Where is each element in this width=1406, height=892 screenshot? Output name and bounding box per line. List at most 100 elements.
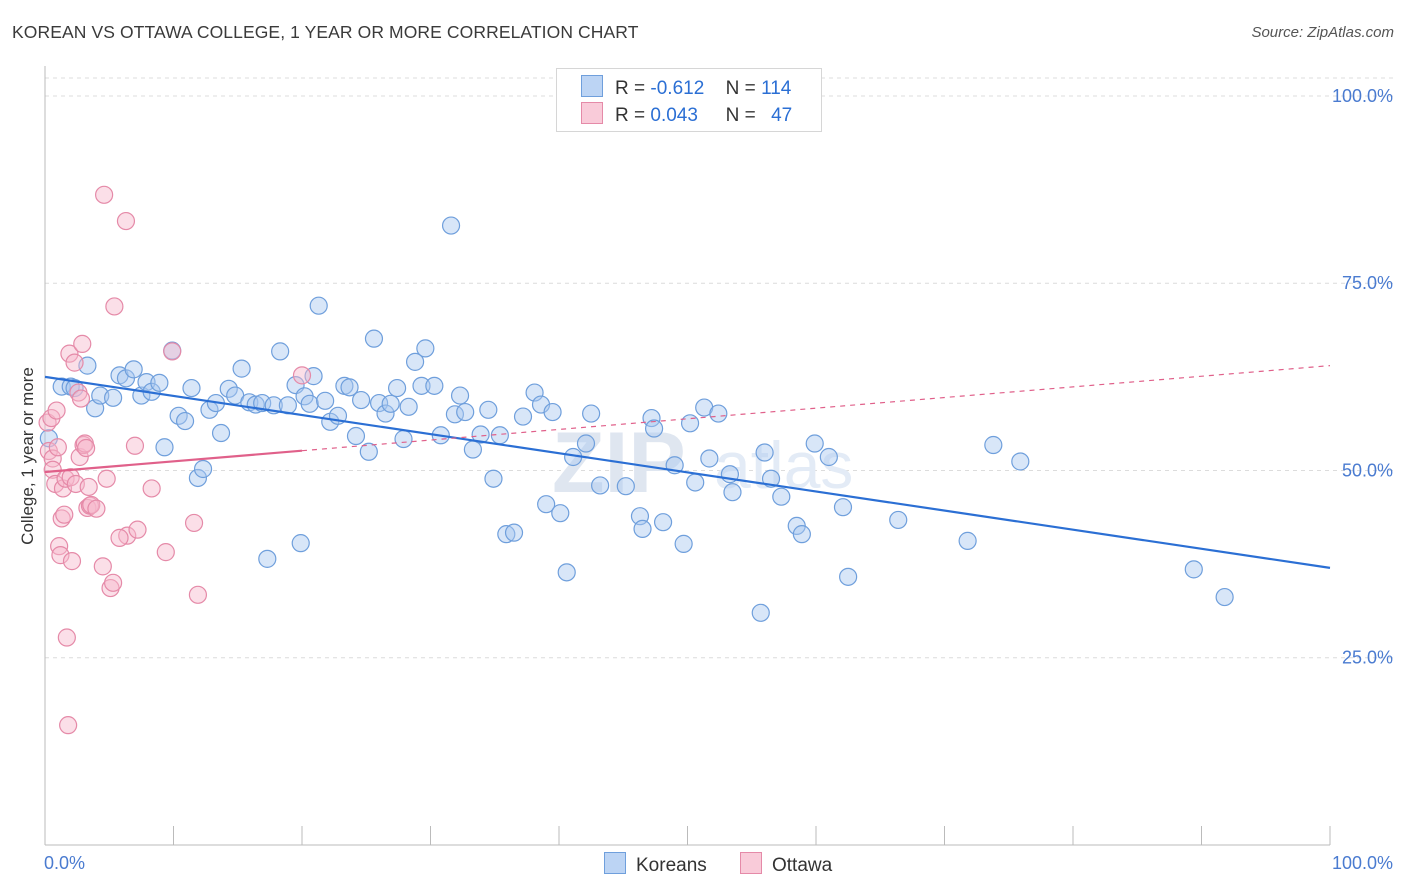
legend-row-koreans: R = -0.612 N = 114 (581, 75, 791, 99)
korean-point (387, 378, 407, 398)
ottawa-point (163, 342, 182, 361)
legend-r-label: R = (615, 105, 646, 126)
ottawa-trend-line-dashed (301, 365, 1331, 452)
korean-point (616, 477, 635, 496)
korean-point (211, 423, 231, 443)
ottawa-point (156, 543, 175, 562)
korean-point (359, 442, 378, 461)
korean-point (504, 523, 524, 542)
korean-point (300, 394, 319, 413)
korean-point (1184, 560, 1203, 579)
korean-point (497, 525, 516, 544)
legend-swatch-koreans (581, 75, 603, 97)
korean-point (958, 531, 977, 550)
korean-point (416, 339, 435, 358)
ottawa-point (51, 546, 70, 565)
korean-point (271, 342, 290, 361)
ottawa-point (93, 557, 112, 576)
ottawa-point (79, 477, 98, 497)
axis-labels: 25.0% 50.0% 75.0% 100.0% 0.0% 100.0% College, … (18, 86, 1393, 873)
legend-n-value-koreans: 114 (761, 78, 792, 99)
korean-point (188, 468, 208, 488)
y-tick-label: 25.0% (1342, 648, 1393, 668)
korean-point (551, 504, 570, 523)
korean-point (686, 473, 705, 492)
y-tick-label: 75.0% (1342, 273, 1393, 293)
korean-point (761, 469, 781, 488)
ottawa-point (128, 520, 147, 539)
legend-n-label: N = (725, 78, 756, 99)
ottawa-point (97, 469, 116, 488)
y-axis-label: College, 1 year or more (18, 367, 37, 545)
bottom-legend-label-koreans: Koreans (636, 855, 707, 876)
korean-point (772, 487, 791, 506)
korean-point (456, 402, 475, 422)
korean-point (1011, 452, 1030, 471)
legend-n-label: N = (725, 105, 756, 126)
korean-point (364, 329, 384, 348)
korean-point (309, 296, 328, 315)
ottawa-point (73, 334, 92, 353)
korean-point (709, 404, 728, 423)
korean-point (193, 459, 213, 479)
korean-point (680, 414, 700, 433)
legend-r-label: R = (615, 78, 646, 99)
korean-point (1215, 587, 1234, 607)
korean-point (150, 373, 169, 392)
korean-point (557, 563, 576, 582)
legend-row-ottawa: R = 0.043 N = 47 (581, 102, 792, 126)
korean-point (291, 534, 310, 553)
korean-point (381, 394, 400, 413)
ottawa-trend-line-solid (44, 449, 303, 474)
ottawa-point (70, 447, 89, 467)
ottawa-point (77, 438, 96, 458)
korean-point (137, 372, 156, 392)
bottom-legend-swatch-koreans (604, 852, 626, 874)
korean-point (537, 495, 556, 514)
korean-point (394, 429, 413, 449)
korean-point (175, 411, 195, 431)
korean-point (591, 476, 610, 495)
korean-point (513, 407, 533, 426)
korean-point (819, 447, 838, 467)
korean-point (484, 469, 503, 488)
legend-swatch-ottawa (581, 102, 603, 124)
y-tick-label: 50.0% (1342, 460, 1393, 480)
data-points (38, 185, 1234, 735)
chart-title: KOREAN VS OTTAWA COLLEGE, 1 YEAR OR MORE… (12, 22, 639, 42)
korean-point (155, 438, 174, 457)
korean-point (700, 449, 719, 468)
korean-point (723, 483, 742, 502)
korean-point (471, 425, 490, 444)
korean-point (405, 352, 425, 371)
korean-point (792, 525, 811, 544)
korean-point (644, 419, 664, 438)
ottawa-point (104, 573, 123, 592)
legend-r-value-ottawa: 0.043 (650, 105, 698, 126)
korean-point (316, 391, 335, 410)
korean-point (833, 498, 853, 517)
bottom-legend-ottawa: Ottawa (740, 852, 832, 877)
x-tick-label: 100.0% (1332, 853, 1393, 873)
y-tick-label: 100.0% (1332, 86, 1393, 106)
korean-point (182, 378, 201, 398)
ottawa-point (184, 513, 204, 533)
chart-source: Source: ZipAtlas.com (1251, 24, 1394, 41)
korean-point (543, 402, 562, 422)
korean-point (219, 379, 238, 398)
korean-point (751, 603, 770, 622)
ottawa-point (87, 499, 106, 518)
ottawa-point (116, 211, 136, 231)
korean-point (984, 435, 1003, 455)
korean-point (582, 404, 601, 423)
ottawa-point (95, 185, 114, 204)
korean-point (425, 376, 444, 395)
korean-point (633, 519, 652, 539)
korean-point (124, 360, 143, 379)
trend-lines (44, 365, 1331, 569)
ottawa-point (110, 528, 129, 547)
ottawa-point (57, 628, 76, 647)
korean-point (463, 440, 483, 459)
ottawa-point (125, 436, 145, 455)
korean-point (340, 378, 359, 397)
